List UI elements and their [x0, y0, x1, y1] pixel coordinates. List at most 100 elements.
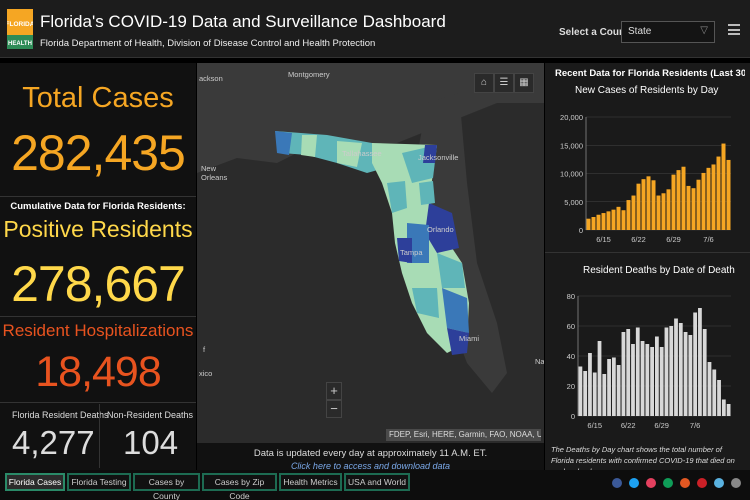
x-tick-label: 6/29: [666, 235, 681, 244]
bar[interactable]: [726, 404, 731, 416]
y-tick-label: 5,000: [564, 198, 583, 207]
bar[interactable]: [655, 336, 659, 417]
bar[interactable]: [607, 359, 611, 416]
bar[interactable]: [711, 164, 716, 230]
bar[interactable]: [661, 193, 666, 230]
menu-icon[interactable]: [728, 24, 740, 35]
bar[interactable]: [597, 341, 602, 416]
bar[interactable]: [646, 176, 651, 230]
bar[interactable]: [650, 347, 654, 416]
bar[interactable]: [601, 213, 606, 230]
bar[interactable]: [707, 362, 712, 416]
tab-cases-by-zip[interactable]: Cases by Zip Code: [202, 473, 277, 500]
bar[interactable]: [701, 172, 706, 230]
bar[interactable]: [716, 156, 721, 230]
bar[interactable]: [640, 341, 645, 416]
bar[interactable]: [726, 159, 731, 230]
bar[interactable]: [631, 344, 635, 416]
y-tick-label: 0: [571, 412, 575, 421]
bar[interactable]: [621, 332, 626, 416]
bar[interactable]: [651, 180, 656, 230]
bar[interactable]: [611, 357, 616, 417]
bar[interactable]: [721, 399, 726, 417]
update-note: Data is updated every day at approximate…: [197, 443, 544, 471]
bar[interactable]: [702, 329, 707, 416]
bar[interactable]: [596, 214, 601, 230]
social-share-icon[interactable]: [697, 478, 707, 488]
map-label: Jacksonville: [418, 153, 459, 162]
bar[interactable]: [606, 211, 611, 230]
tab-usa-world[interactable]: USA and World: [344, 473, 410, 491]
bar[interactable]: [645, 344, 650, 416]
legend-icon[interactable]: ☰: [494, 73, 514, 93]
bar[interactable]: [698, 308, 702, 416]
bar[interactable]: [635, 327, 640, 417]
bar[interactable]: [631, 195, 636, 230]
bar[interactable]: [588, 353, 592, 416]
map-label: Tampa: [400, 248, 423, 257]
bar[interactable]: [626, 329, 631, 416]
zoom-in-button[interactable]: +: [326, 382, 342, 400]
tab-florida-cases[interactable]: Florida Cases: [5, 473, 65, 491]
bar[interactable]: [674, 318, 678, 417]
social-share-icon[interactable]: [680, 478, 690, 488]
bar[interactable]: [626, 200, 631, 230]
download-data-link[interactable]: Click here to access and download data: [290, 461, 451, 471]
county-select[interactable]: State ▽: [621, 21, 715, 43]
bar[interactable]: [583, 371, 588, 416]
tab-florida-testing[interactable]: Florida Testing: [67, 473, 131, 491]
social-share-icon[interactable]: [629, 478, 639, 488]
tab-health-metrics[interactable]: Health Metrics: [279, 473, 342, 491]
bar[interactable]: [717, 380, 721, 416]
tab-cases-by-county[interactable]: Cases by County: [133, 473, 200, 500]
map-label: Montgomery: [288, 70, 330, 79]
florida-county-map[interactable]: ackson Montgomery New Orleans Tallahasse…: [197, 63, 544, 443]
bar[interactable]: [586, 218, 591, 230]
bar[interactable]: [578, 366, 583, 417]
bar[interactable]: [693, 312, 698, 417]
bar[interactable]: [621, 210, 626, 230]
zoom-out-button[interactable]: −: [326, 400, 342, 418]
bar[interactable]: [676, 170, 681, 230]
page-subtitle: Florida Department of Health, Division o…: [40, 38, 376, 49]
bar[interactable]: [641, 179, 646, 230]
bar[interactable]: [671, 174, 676, 230]
x-tick-label: 6/15: [587, 421, 602, 430]
bar[interactable]: [602, 374, 607, 416]
y-tick-label: 0: [579, 226, 583, 235]
social-share-icon[interactable]: [612, 478, 622, 488]
bar[interactable]: [591, 217, 596, 230]
x-tick-label: 6/15: [596, 235, 611, 244]
map-canvas: [197, 63, 544, 393]
bar[interactable]: [696, 179, 701, 230]
qr-icon[interactable]: ▦: [514, 73, 534, 93]
bar[interactable]: [616, 206, 621, 230]
y-tick-label: 20,000: [560, 113, 583, 122]
bar[interactable]: [611, 209, 616, 230]
bar[interactable]: [691, 188, 696, 230]
total-cases-label: Total Cases: [22, 82, 174, 114]
bar[interactable]: [712, 369, 717, 417]
bar[interactable]: [636, 183, 641, 230]
bar[interactable]: [706, 167, 711, 230]
bar[interactable]: [592, 372, 597, 417]
bar[interactable]: [659, 347, 664, 416]
bar[interactable]: [664, 327, 669, 417]
home-icon[interactable]: ⌂: [474, 73, 494, 93]
bar[interactable]: [721, 143, 726, 230]
bar[interactable]: [616, 365, 621, 416]
bar[interactable]: [666, 189, 671, 230]
social-share-icon[interactable]: [663, 478, 673, 488]
bar[interactable]: [681, 166, 686, 230]
map-attribution: FDEP, Esri, HERE, Garmin, FAO, NOAA, US.…: [386, 429, 541, 441]
bar[interactable]: [669, 326, 674, 416]
bar[interactable]: [686, 185, 691, 230]
bar[interactable]: [683, 332, 688, 416]
bar[interactable]: [656, 195, 661, 230]
social-share-icon[interactable]: [714, 478, 724, 488]
zoom-controls: + −: [326, 382, 342, 418]
social-share-icon[interactable]: [731, 478, 741, 488]
bar[interactable]: [688, 335, 693, 416]
social-share-icon[interactable]: [646, 478, 656, 488]
bar[interactable]: [678, 323, 683, 416]
